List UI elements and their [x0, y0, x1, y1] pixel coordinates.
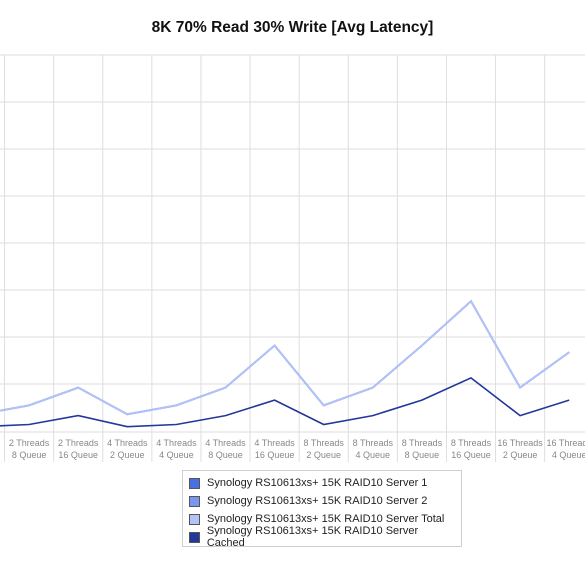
legend-label: Synology RS10613xs+ 15K RAID10 Server 1: [207, 477, 428, 489]
legend-label: Synology RS10613xs+ 15K RAID10 Server To…: [207, 513, 445, 525]
x-tick-label: 8 Threads 16 Queue: [451, 438, 492, 460]
x-tick-line: 8 Threads: [353, 438, 394, 448]
x-tick-line: 2 Queue: [306, 450, 341, 460]
x-tick-label: 4 Threads 8 Queue: [205, 438, 246, 460]
x-tick-label: 8 Threads 4 Queue: [353, 438, 394, 460]
legend-item-1: Synology RS10613xs+ 15K RAID10 Server 1: [189, 474, 455, 492]
x-tick-line: 4 Queue: [159, 450, 194, 460]
x-tick-label: 4 Threads 16 Queue: [254, 438, 295, 460]
x-tick-line: 8 Queue: [208, 450, 243, 460]
x-tick-line: 2 Threads: [9, 438, 50, 448]
x-tick-line: 16 Queue: [255, 450, 295, 460]
legend-swatch: [189, 513, 200, 525]
x-tick-line: 4 Threads: [107, 438, 148, 448]
x-tick-line: 4 Queue: [552, 450, 585, 460]
x-tick-label: 8 Threads 8 Queue: [402, 438, 443, 460]
x-tick-line: 2 Threads: [58, 438, 99, 448]
series-lines: [0, 299, 570, 428]
series-line-3: [0, 299, 570, 416]
x-tick-label: 4 Threads 4 Queue: [156, 438, 197, 460]
x-tick-line: 2 Threads: [0, 438, 1, 448]
x-tick-line: 16 Threads: [547, 438, 585, 448]
legend-item-4: Synology RS10613xs+ 15K RAID10 Server Ca…: [189, 525, 455, 549]
legend-swatch: [189, 531, 200, 543]
legend-label: Synology RS10613xs+ 15K RAID10 Server 2: [207, 495, 428, 507]
x-tick-line: 4 Queue: [356, 450, 391, 460]
chart-title: 8K 70% Read 30% Write [Avg Latency]: [151, 19, 434, 36]
x-tick-label: 4 Threads 2 Queue: [107, 438, 148, 460]
x-tick-label: 2 Threads 8 Queue: [9, 438, 50, 460]
x-tick-line: 8 Threads: [451, 438, 492, 448]
x-tick-line: 8 Threads: [402, 438, 443, 448]
legend-swatch: [189, 495, 200, 507]
x-tick-line: 2 Queue: [110, 450, 145, 460]
x-tick-line: 16 Threads: [497, 438, 543, 448]
x-tick-label: 8 Threads 2 Queue: [304, 438, 345, 460]
x-tick-label: 16 Threads 2 Queue: [497, 438, 543, 460]
x-tick-label: 2 Threads 16 Queue: [58, 438, 99, 460]
x-tick-label: 16 Threads 4 Queue: [547, 438, 585, 460]
grid: [0, 54, 585, 462]
x-tick-line: 8 Queue: [12, 450, 47, 460]
legend: Synology RS10613xs+ 15K RAID10 Server 1 S…: [182, 470, 462, 549]
x-tick-line: 8 Threads: [304, 438, 345, 448]
x-tick-line: 8 Queue: [405, 450, 440, 460]
x-tick-line: 4 Threads: [156, 438, 197, 448]
x-tick-line: 16 Queue: [58, 450, 98, 460]
x-tick-line: 16 Queue: [451, 450, 491, 460]
legend-item-3: Synology RS10613xs+ 15K RAID10 Server To…: [189, 510, 455, 528]
legend-item-2: Synology RS10613xs+ 15K RAID10 Server 2: [189, 492, 455, 510]
legend-swatch: [189, 477, 200, 489]
x-tick-line: 2 Queue: [503, 450, 538, 460]
series-line-4: [0, 376, 570, 428]
legend-label: Synology RS10613xs+ 15K RAID10 Server Ca…: [206, 525, 419, 549]
x-tick-line: 4 Threads: [205, 438, 246, 448]
x-tick-line: 4 Threads: [254, 438, 295, 448]
